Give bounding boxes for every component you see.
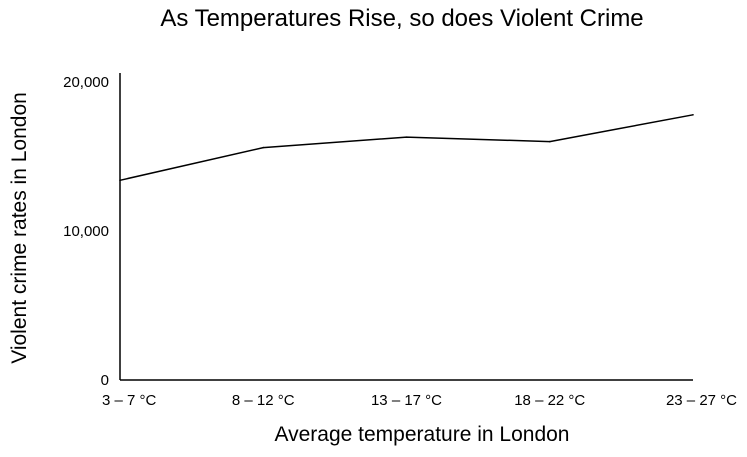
x-tick-label: 8 – 12 °C [232, 392, 295, 409]
data-point [405, 136, 408, 138]
data-points [119, 113, 694, 182]
x-tick-labels: 3 – 7 °C 8 – 12 °C 13 – 17 °C 18 – 22 °C 23 … [102, 392, 737, 409]
x-axis-label: Average temperature in London [275, 423, 570, 446]
y-tick-labels: 0 10,000 20,000 [63, 74, 109, 389]
y-axis-label: Violent crime rates in London [8, 92, 31, 364]
y-tick-label: 0 [101, 372, 109, 389]
y-tick-label: 10,000 [63, 223, 109, 240]
x-tick-label: 18 – 22 °C [514, 392, 585, 409]
x-tick-label: 3 – 7 °C [102, 392, 157, 409]
data-point [548, 140, 551, 143]
x-tick-label: 13 – 17 °C [371, 392, 442, 409]
y-tick-label: 20,000 [63, 74, 109, 91]
data-point [119, 179, 121, 182]
series-line [119, 114, 694, 182]
data-point [692, 113, 694, 116]
data-point [262, 146, 265, 149]
chart-title: As Temperatures Rise, so does Violent Cr… [160, 5, 643, 32]
x-tick-label: 23 – 27 °C [666, 392, 737, 409]
